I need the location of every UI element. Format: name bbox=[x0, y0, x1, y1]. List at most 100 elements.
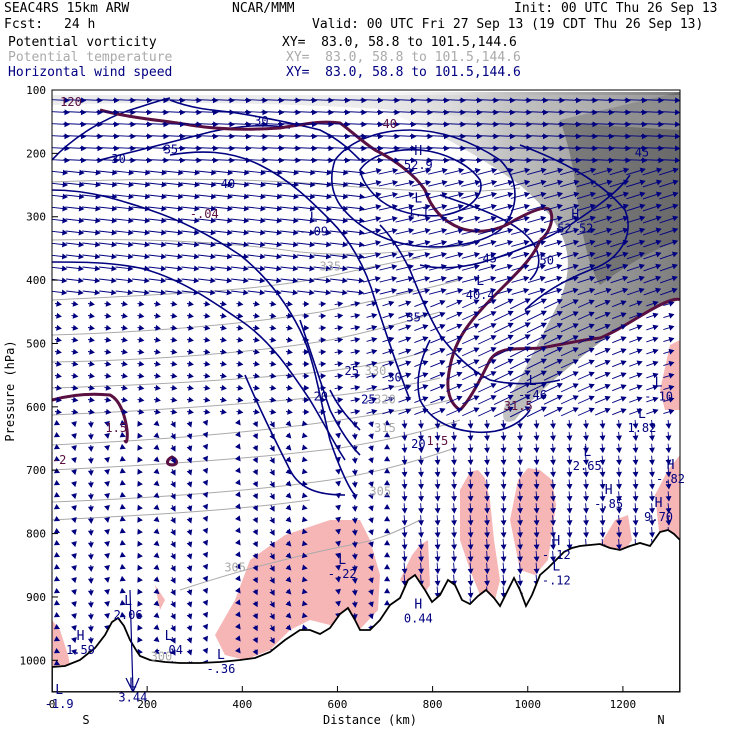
wind-arrow-head bbox=[237, 300, 244, 307]
wind-arrow-head bbox=[371, 384, 378, 391]
wind-arrow-head bbox=[212, 157, 219, 164]
wind-arrow-head bbox=[186, 613, 193, 620]
wind-arrow-head bbox=[287, 336, 293, 343]
organization-label: NCAR/MMM bbox=[232, 1, 295, 16]
wind-arrow-head bbox=[113, 133, 120, 140]
wind-arrow-head bbox=[337, 325, 344, 332]
wind-arrow-head bbox=[137, 636, 143, 643]
extremum-value: -.85 bbox=[594, 497, 623, 511]
wind-arrow-head bbox=[674, 121, 680, 128]
wind-arrow-head bbox=[137, 552, 143, 559]
wind-arrow-head bbox=[137, 624, 143, 631]
wind-arrow-head bbox=[556, 215, 563, 222]
wind-arrow-head bbox=[269, 445, 275, 452]
wind-arrow-head bbox=[620, 372, 627, 378]
wind-arrow-head bbox=[652, 348, 659, 355]
wind-arrow-head bbox=[490, 203, 497, 210]
wind-arrow-head bbox=[424, 228, 431, 234]
wind-arrow-head bbox=[235, 647, 241, 654]
wind-arrow-head bbox=[604, 407, 611, 414]
wind-arrow-head bbox=[128, 169, 135, 176]
wind-arrow-head bbox=[523, 203, 530, 210]
wind-arrow-head bbox=[71, 625, 77, 632]
wind-arrow-head bbox=[64, 133, 70, 140]
wind-arrow-head bbox=[439, 384, 446, 390]
wind-arrow-head bbox=[405, 348, 412, 355]
wind-arrow-head bbox=[202, 563, 209, 570]
wind-arrow-head bbox=[434, 544, 441, 550]
wind-arrow-head bbox=[665, 459, 672, 466]
wind-arrow-head bbox=[122, 324, 128, 331]
wind-arrow-head bbox=[616, 483, 622, 490]
extremum-marker: L bbox=[129, 677, 137, 692]
wind-arrow-head bbox=[401, 532, 408, 538]
wind-arrow-head bbox=[145, 169, 151, 176]
wind-arrow-head bbox=[616, 447, 622, 454]
wind-arrow-head bbox=[490, 311, 497, 317]
wind-arrow-head bbox=[384, 564, 391, 570]
wind-arrow-head bbox=[56, 384, 62, 391]
wind-arrow-head bbox=[122, 300, 128, 307]
wind-arrow-head bbox=[375, 216, 382, 222]
wind-arrow-head bbox=[71, 469, 77, 476]
wind-arrow-head bbox=[227, 169, 234, 176]
wind-arrow-head bbox=[138, 372, 145, 379]
wind-arrow-head bbox=[439, 360, 446, 366]
wind-arrow-head bbox=[71, 577, 77, 584]
wind-arrow-head bbox=[155, 396, 161, 403]
wind-arrow-head bbox=[517, 508, 523, 514]
wind-arrow-head bbox=[606, 179, 613, 186]
wind-arrow-head bbox=[589, 287, 596, 294]
wind-arrow-head bbox=[344, 157, 351, 164]
wind-arrow-head bbox=[104, 445, 110, 451]
wind-arrow-head bbox=[604, 359, 611, 366]
extremum-value: -.46 bbox=[518, 388, 547, 402]
wind-arrow-head bbox=[524, 322, 531, 328]
wind-arrow-head bbox=[269, 529, 275, 536]
wind-arrow-head bbox=[440, 276, 447, 282]
wind-arrow-head bbox=[524, 167, 531, 174]
wind-arrow-head bbox=[276, 181, 283, 188]
wind-arrow-head bbox=[292, 289, 299, 296]
wind-arrow-head bbox=[636, 336, 643, 343]
wind-arrow-head bbox=[111, 253, 118, 260]
wind-arrow-head bbox=[556, 334, 563, 341]
wind-arrow-head bbox=[484, 544, 490, 550]
wind-arrow-head bbox=[556, 227, 563, 234]
extremum-marker: H bbox=[655, 496, 663, 511]
wind-arrow-head bbox=[337, 349, 344, 356]
wind-arrow-head bbox=[632, 423, 639, 429]
wind-arrow-head bbox=[368, 433, 374, 440]
wind-arrow-head bbox=[309, 229, 316, 236]
wind-arrow-head bbox=[572, 275, 579, 282]
wind-arrow-head bbox=[252, 469, 258, 476]
wind-arrow-head bbox=[456, 311, 463, 318]
wind-arrow-head bbox=[443, 145, 450, 152]
wind-arrow-head bbox=[622, 203, 629, 210]
wind-arrow-head bbox=[425, 179, 432, 186]
wind-arrow-head bbox=[138, 312, 145, 319]
wind-arrow-head bbox=[655, 203, 662, 210]
wind-arrow-head bbox=[328, 109, 334, 116]
wind-arrow-head bbox=[53, 587, 61, 594]
wind-arrow-head bbox=[606, 215, 613, 222]
extremum-marker: H bbox=[414, 144, 422, 159]
wind-arrow-head bbox=[434, 520, 441, 526]
wind-arrow-head bbox=[71, 517, 77, 524]
wind-arrow-head bbox=[243, 229, 250, 236]
wind-arrow-head bbox=[441, 252, 448, 258]
wind-arrow-head bbox=[87, 482, 94, 488]
wind-arrow-head bbox=[177, 253, 184, 260]
wind-arrow-head bbox=[235, 479, 241, 486]
wind-arrow-head bbox=[137, 432, 143, 439]
wind-arrow-head bbox=[276, 277, 282, 284]
wind-arrow-head bbox=[235, 443, 241, 450]
wind-arrow-head bbox=[87, 590, 94, 596]
wind-arrow-head bbox=[53, 467, 61, 474]
wind-arrow-head bbox=[276, 217, 283, 224]
wind-arrow-head bbox=[53, 455, 61, 462]
extremum-value: 52.9 bbox=[404, 158, 433, 172]
wind-arrow-head bbox=[144, 193, 151, 200]
wind-arrow-head bbox=[130, 109, 136, 116]
wind-arrow-head bbox=[556, 394, 563, 401]
